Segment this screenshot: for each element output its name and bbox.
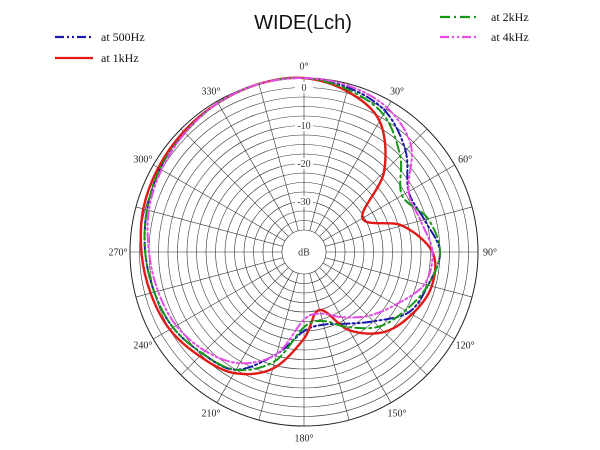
legend: at 500Hz at 1kHz at 2kHz at 4kHz	[55, 10, 529, 65]
grid-spoke	[322, 164, 455, 242]
angle-tick-label: 300°	[133, 155, 152, 166]
legend-label-2khz: at 2kHz	[491, 10, 529, 24]
radial-label-bg	[295, 196, 313, 207]
angle-tick-label: 150°	[388, 409, 407, 420]
grid-spoke	[135, 206, 283, 247]
grid-spoke	[216, 101, 294, 234]
angle-tick-label: 120°	[456, 341, 475, 352]
grid-spoke	[314, 270, 392, 403]
radial-tick-label: 0	[302, 83, 307, 94]
series-layer	[139, 76, 442, 376]
series-line-at-1khz	[139, 76, 437, 376]
legend-label-500hz: at 500Hz	[101, 30, 145, 44]
angle-tick-label: 330°	[202, 86, 221, 97]
grid-spoke	[258, 273, 299, 421]
grid-spoke	[325, 257, 473, 298]
series-line-at-2khz	[143, 76, 441, 372]
grid-spoke	[325, 206, 473, 247]
grid-spoke	[153, 262, 286, 340]
legend-label-4khz: at 4kHz	[491, 30, 529, 44]
angle-tick-label: 90°	[483, 248, 497, 259]
center-dot	[293, 241, 315, 263]
chart-title: WIDE(Lch)	[254, 12, 352, 34]
grid-spoke	[319, 267, 428, 376]
radial-tick-label: -20	[297, 159, 310, 170]
radial-label-bg	[295, 82, 313, 93]
grid-spoke	[153, 164, 286, 242]
grid-spoke	[180, 128, 289, 237]
legend-item-500hz: at 500Hz	[55, 30, 145, 44]
angle-tick-label: 270°	[109, 248, 128, 259]
radial-label-bg	[295, 158, 313, 169]
grid-spoke	[258, 83, 299, 231]
grid-spoke	[309, 83, 350, 231]
legend-item-2khz: at 2kHz	[440, 10, 529, 24]
radial-label-bg	[295, 120, 313, 131]
grid-spoke	[135, 257, 283, 298]
grid-spoke	[309, 273, 350, 421]
legend-label-1khz: at 1kHz	[101, 51, 139, 65]
polar-labels: 0° 30° 60° 90° 120° 150° 180° 210° 240° 270° 300° 3…	[109, 62, 498, 445]
legend-item-1khz: at 1kHz	[55, 51, 139, 65]
angle-tick-label: 60°	[458, 155, 472, 166]
grid-spoke	[319, 128, 428, 237]
grid-spoke	[322, 262, 455, 340]
legend-item-4khz: at 4kHz	[440, 30, 529, 44]
angle-tick-label: 240°	[133, 341, 152, 352]
angle-tick-label: 0°	[300, 62, 309, 73]
grid-spoke	[180, 267, 289, 376]
grid-spoke	[314, 101, 392, 234]
series-line-at-4khz	[146, 76, 434, 365]
angle-tick-label: 180°	[295, 434, 314, 445]
angle-tick-label: 30°	[390, 86, 404, 97]
radial-tick-label: -10	[297, 121, 310, 132]
radial-tick-label: -30	[297, 197, 310, 208]
radial-unit-label: dB	[298, 248, 310, 259]
angle-tick-label: 210°	[202, 409, 221, 420]
polar-grid	[129, 77, 479, 427]
grid-spoke	[216, 270, 294, 403]
